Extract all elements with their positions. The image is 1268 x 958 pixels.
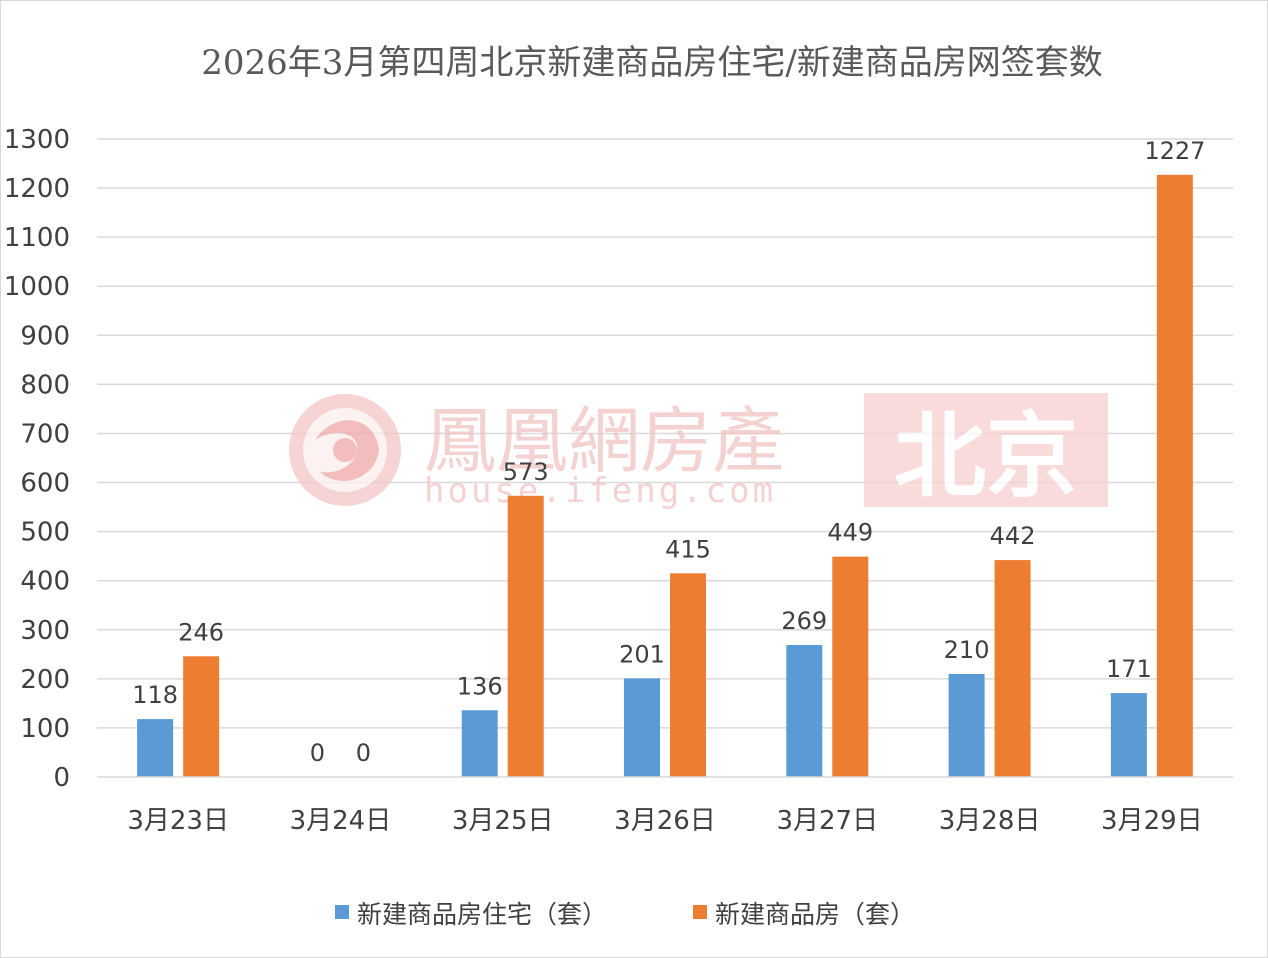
watermark-city-text: 北京	[894, 402, 1078, 510]
bar-residential	[786, 644, 823, 777]
watermark-url-text: house.ifeng.com	[424, 471, 776, 511]
y-tick-label: 1200	[4, 174, 70, 204]
watermark-city-box	[864, 393, 1108, 507]
data-label: 136	[457, 672, 503, 700]
data-label: 269	[781, 607, 827, 635]
y-tick-label: 300	[20, 616, 70, 646]
y-tick-label: 0	[53, 763, 70, 793]
data-labels: 118 246 0 0 136 573 201 415 269 449 210 442 171 1227	[132, 137, 1205, 767]
ifeng-logo-icon	[289, 394, 401, 506]
y-tick-label: 600	[20, 469, 70, 499]
y-tick-label: 1100	[4, 223, 70, 253]
legend-swatch-residential	[335, 905, 349, 919]
x-tick-label: 3月23日	[127, 806, 229, 836]
bar-residential	[948, 673, 985, 777]
bar-total	[832, 556, 869, 777]
chart-title: 2026年3月第四周北京新建商品房住宅/新建商品房网签套数	[201, 43, 1103, 83]
x-tick-label: 3月25日	[452, 806, 554, 836]
data-label: 0	[356, 739, 371, 767]
x-tick-label: 3月28日	[939, 806, 1041, 836]
y-tick-label: 800	[20, 370, 70, 400]
legend-label-total: 新建商品房（套）	[715, 900, 915, 929]
y-axis-ticks: 0 100 200 300 400 500 600 700 800 900 1000 1100 1200…	[4, 125, 70, 793]
y-tick-label: 1000	[4, 272, 70, 302]
bars	[137, 174, 1193, 777]
bar-total	[183, 656, 220, 777]
y-tick-label: 500	[20, 518, 70, 548]
legend: 新建商品房住宅（套） 新建商品房（套）	[335, 900, 915, 929]
y-tick-label: 700	[20, 419, 70, 449]
y-tick-label: 1300	[4, 125, 70, 155]
data-label: 449	[827, 519, 873, 547]
watermark-logo-text: 鳳凰網房產	[424, 399, 784, 483]
data-label: 442	[990, 522, 1036, 550]
bar-total	[1156, 174, 1193, 777]
bar-total	[670, 573, 706, 777]
data-label: 1227	[1144, 137, 1205, 165]
x-tick-label: 3月29日	[1101, 806, 1203, 836]
data-label: 573	[503, 458, 549, 486]
bar-residential	[461, 710, 498, 777]
x-axis-ticks: 3月23日 3月24日 3月25日 3月26日 3月27日 3月28日 3月29日	[127, 806, 1202, 836]
watermark: 鳳凰網房產 house.ifeng.com 北京	[289, 393, 1108, 511]
data-label: 246	[178, 618, 224, 646]
data-label: 415	[665, 535, 711, 563]
y-tick-label: 900	[20, 321, 70, 351]
y-tick-label: 200	[20, 665, 70, 695]
bar-residential	[1110, 693, 1147, 777]
data-label: 210	[944, 636, 990, 664]
y-tick-label: 400	[20, 567, 70, 597]
x-tick-label: 3月26日	[614, 806, 716, 836]
bar-residential	[624, 678, 660, 777]
data-label: 0	[310, 739, 325, 767]
data-label: 201	[619, 640, 665, 668]
bar-residential	[137, 719, 174, 777]
bar-total	[507, 495, 544, 777]
legend-label-residential: 新建商品房住宅（套）	[357, 900, 607, 929]
y-tick-label: 100	[20, 714, 70, 744]
legend-swatch-total	[693, 905, 707, 919]
data-label: 118	[132, 681, 178, 709]
grid-lines	[97, 138, 1233, 729]
data-label: 171	[1106, 655, 1152, 683]
x-tick-label: 3月27日	[776, 806, 878, 836]
bar-total	[994, 560, 1031, 777]
x-tick-label: 3月24日	[290, 806, 392, 836]
